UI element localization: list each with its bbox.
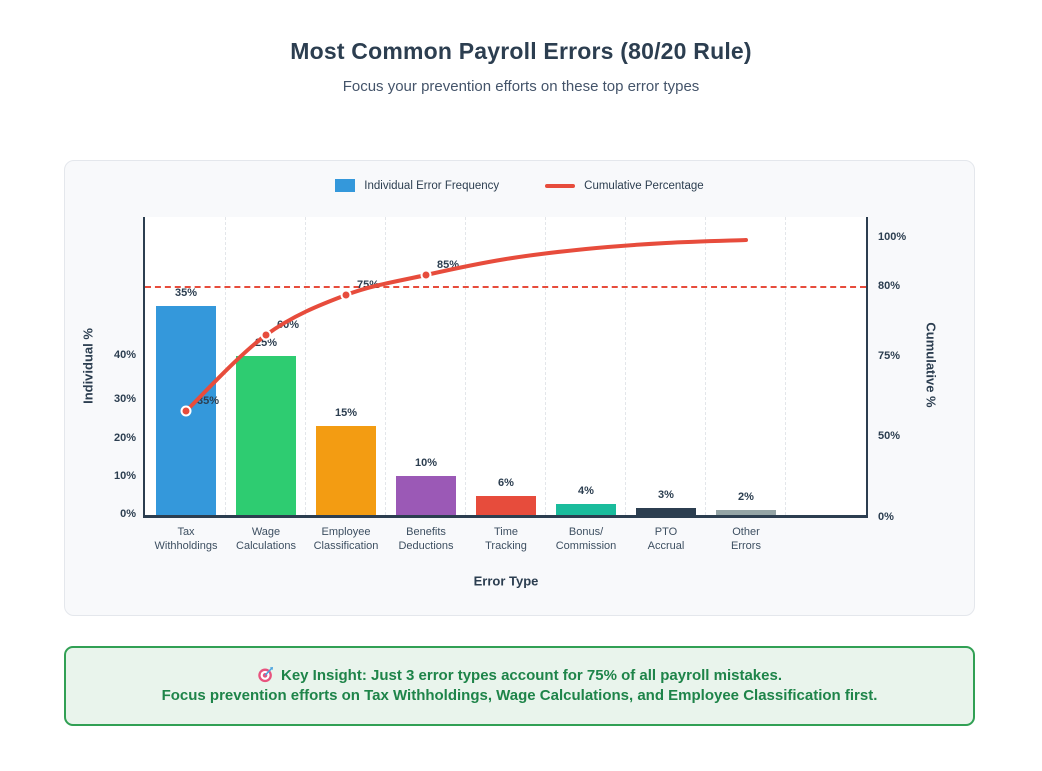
bar-value-label: 25% (254, 337, 278, 349)
vertical-gridline (385, 217, 386, 515)
insight-line-1: Key Insight: Just 3 error types account … (257, 666, 782, 686)
y-right-tick-label: 0% (878, 511, 894, 523)
y-left-tick-label: 40% (113, 349, 136, 361)
y-left-axis-title: Individual % (80, 328, 96, 404)
vertical-gridline (705, 217, 706, 515)
page-subtitle: Focus your prevention efforts on these t… (342, 78, 700, 95)
y-right-axis-line (866, 217, 868, 517)
x-tick-label: Time Tracking (485, 526, 527, 552)
bar-other-errors (716, 510, 776, 515)
insight-box: Key Insight: Just 3 error types account … (64, 646, 975, 726)
page-header: Most Common Payroll Errors (80/20 Rule) … (0, 38, 1042, 95)
bar-tax-withholdings (156, 306, 216, 515)
x-axis-title: Error Type (473, 573, 539, 589)
reference-line-80pct (145, 286, 866, 288)
x-tick-label: Other Errors (731, 526, 761, 552)
bar-series-swatch-icon (335, 179, 356, 192)
bar-value-label: 6% (498, 477, 514, 489)
cumulative-point-label: 75% (356, 279, 380, 291)
bar-value-label: 4% (578, 485, 594, 497)
legend-item-line: Cumulative Percentage (545, 180, 704, 192)
cumulative-point-label: 35% (196, 395, 220, 407)
target-icon (258, 667, 273, 683)
line-series-swatch-icon (545, 183, 576, 188)
y-left-tick-label: 30% (113, 393, 136, 405)
legend-line-label: Cumulative Percentage (584, 179, 704, 192)
insight-line1-text: Key Insight: Just 3 error types account … (281, 667, 782, 684)
x-tick-label: Employee Classification (313, 526, 379, 552)
page-title: Most Common Payroll Errors (80/20 Rule) (290, 38, 752, 64)
x-tick-label: Bonus/ Commission (555, 526, 617, 552)
bar-value-label: 2% (738, 491, 754, 503)
bar-value-label: 10% (414, 457, 438, 469)
y-left-axis-line (143, 217, 145, 517)
vertical-gridline (465, 217, 466, 515)
x-tick-label: Wage Calculations (236, 526, 296, 552)
vertical-gridline (625, 217, 626, 515)
vertical-gridline (305, 217, 306, 515)
chart-legend: Individual Error Frequency Cumulative Pe… (65, 179, 974, 192)
chart-card: Individual Error Frequency Cumulative Pe… (64, 160, 975, 616)
y-left-tick-label: 20% (113, 432, 136, 444)
y-right-axis-title: Cumulative % (923, 322, 939, 408)
y-left-tick-label: 10% (113, 470, 136, 482)
bar-employee-classification (316, 426, 376, 515)
y-right-tick-label: 80% (878, 280, 901, 292)
bar-bonus-commission (556, 504, 616, 515)
vertical-gridline (545, 217, 546, 515)
bar-benefits-deductions (396, 476, 456, 515)
insight-line-2: Focus prevention efforts on Tax Withhold… (161, 687, 878, 704)
x-tick-label: Benefits Deductions (398, 526, 454, 552)
x-tick-label: PTO Accrual (647, 526, 685, 552)
x-axis-line (143, 515, 868, 518)
cumulative-point-label: 60% (276, 319, 300, 331)
vertical-gridline (785, 217, 786, 515)
bar-time-tracking (476, 496, 536, 515)
vertical-gridline (225, 217, 226, 515)
bar-value-label: 35% (174, 287, 198, 299)
bar-value-label: 15% (334, 407, 358, 419)
legend-bar-label: Individual Error Frequency (364, 179, 500, 192)
bar-pto-accrual (636, 508, 696, 515)
bar-wage-calculations (236, 356, 296, 515)
y-left-tick-label: 0% (120, 508, 136, 520)
y-right-tick-label: 75% (878, 350, 901, 362)
legend-item-bars: Individual Error Frequency (335, 179, 499, 192)
y-right-tick-label: 50% (878, 430, 901, 442)
x-tick-label: Tax Withholdings (154, 526, 218, 552)
bar-value-label: 3% (658, 489, 674, 501)
cumulative-point-label: 85% (436, 259, 460, 271)
y-right-tick-label: 100% (878, 231, 907, 243)
